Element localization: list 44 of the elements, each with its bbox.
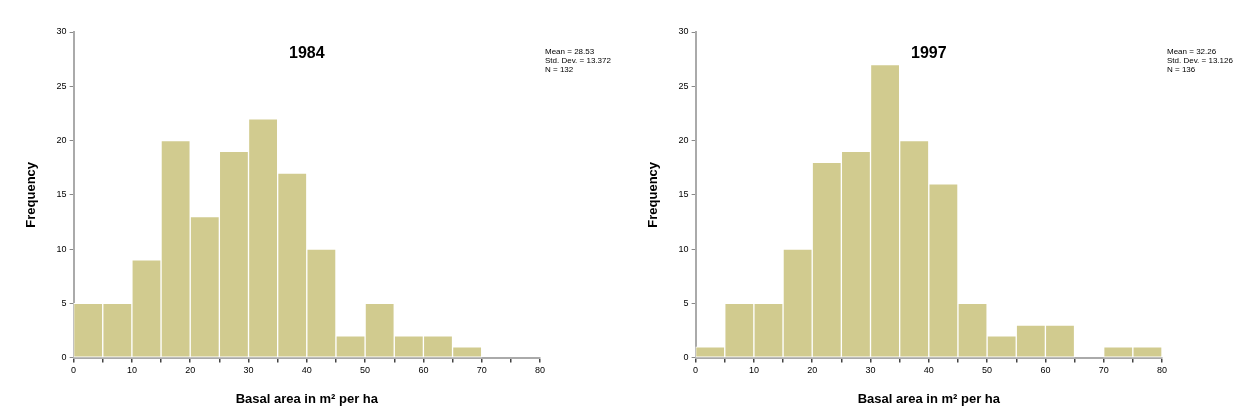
y-tick-label: 15 <box>678 189 689 200</box>
x-tick-label: 0 <box>693 365 699 376</box>
y-tick-label: 25 <box>56 80 67 91</box>
x-tick-label: 10 <box>748 365 759 376</box>
text: N = 132 <box>545 65 574 75</box>
y-tick-label: 0 <box>61 352 67 363</box>
x-tick-label: 40 <box>923 365 934 376</box>
y-tick-label: 20 <box>678 135 689 146</box>
text: 1997 <box>911 44 947 62</box>
x-tick-label: 20 <box>807 365 818 376</box>
text: Std. Dev. = 13.372 <box>545 56 612 66</box>
text: Std. Dev. = 13.126 <box>1167 56 1234 66</box>
y-tick-label: 5 <box>61 297 67 308</box>
x-tick-label: 70 <box>476 365 487 376</box>
x-axis-title: Basal area in m² per ha <box>857 390 1001 406</box>
y-tick-label: 25 <box>678 80 689 91</box>
x-tick-label: 30 <box>243 365 254 376</box>
x-axis-title: Basal area in m² per ha <box>235 390 379 406</box>
y-tick-label: 10 <box>56 243 67 254</box>
x-tick-label: 0 <box>71 365 77 376</box>
text: N = 136 <box>1167 65 1196 75</box>
y-tick-label: 20 <box>56 135 67 146</box>
y-axis-title: Frequency <box>23 161 39 228</box>
y-tick-label: 0 <box>683 352 689 363</box>
x-tick-label: 50 <box>982 365 993 376</box>
y-tick-label: 5 <box>683 297 689 308</box>
y-tick-label: 30 <box>678 26 689 37</box>
y-tick-label: 10 <box>678 243 689 254</box>
text: Mean = 32.26 <box>1167 47 1217 57</box>
x-tick-label: 40 <box>301 365 312 376</box>
x-tick-label: 80 <box>1156 365 1168 376</box>
x-tick-label: 10 <box>126 365 137 376</box>
y-tick-label: 30 <box>56 26 67 37</box>
x-tick-label: 70 <box>1098 365 1109 376</box>
y-axis-title: Frequency <box>645 161 661 228</box>
x-tick-label: 20 <box>185 365 196 376</box>
text: 1984 <box>289 44 325 62</box>
y-tick-label: 15 <box>56 189 67 200</box>
x-tick-label: 80 <box>534 365 546 376</box>
x-tick-label: 60 <box>1040 365 1051 376</box>
text: Mean = 28.53 <box>545 47 595 57</box>
x-tick-label: 30 <box>865 365 876 376</box>
x-tick-label: 50 <box>360 365 371 376</box>
x-tick-label: 60 <box>418 365 429 376</box>
